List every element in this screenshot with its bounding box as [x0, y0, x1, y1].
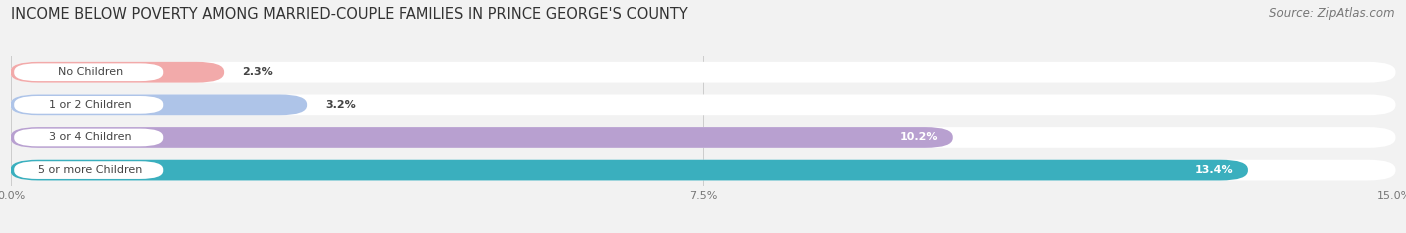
Text: Source: ZipAtlas.com: Source: ZipAtlas.com — [1270, 7, 1395, 20]
Text: 1 or 2 Children: 1 or 2 Children — [49, 100, 132, 110]
FancyBboxPatch shape — [14, 63, 163, 81]
Text: 13.4%: 13.4% — [1195, 165, 1233, 175]
FancyBboxPatch shape — [10, 160, 1249, 181]
Text: 3.2%: 3.2% — [325, 100, 356, 110]
FancyBboxPatch shape — [10, 127, 953, 148]
Text: 10.2%: 10.2% — [900, 133, 938, 142]
Text: No Children: No Children — [58, 67, 124, 77]
FancyBboxPatch shape — [14, 96, 163, 114]
FancyBboxPatch shape — [10, 127, 1396, 148]
Text: 2.3%: 2.3% — [242, 67, 273, 77]
FancyBboxPatch shape — [10, 94, 307, 115]
FancyBboxPatch shape — [14, 161, 163, 179]
FancyBboxPatch shape — [10, 62, 224, 83]
Text: 3 or 4 Children: 3 or 4 Children — [49, 133, 132, 142]
FancyBboxPatch shape — [10, 160, 1396, 181]
Text: 5 or more Children: 5 or more Children — [38, 165, 143, 175]
Text: INCOME BELOW POVERTY AMONG MARRIED-COUPLE FAMILIES IN PRINCE GEORGE'S COUNTY: INCOME BELOW POVERTY AMONG MARRIED-COUPL… — [11, 7, 688, 22]
FancyBboxPatch shape — [14, 129, 163, 146]
FancyBboxPatch shape — [10, 94, 1396, 115]
FancyBboxPatch shape — [10, 62, 1396, 83]
